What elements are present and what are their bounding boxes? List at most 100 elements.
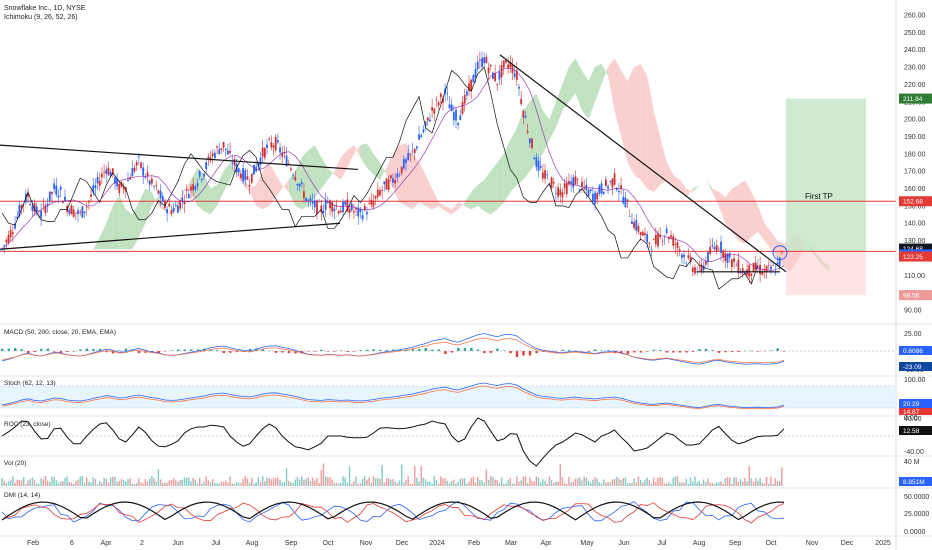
volume-bar [62, 481, 64, 486]
candle-body [383, 181, 386, 185]
candle-body [148, 180, 151, 185]
candle-body [218, 149, 221, 155]
volume-bar [409, 483, 412, 486]
candle-body [146, 172, 149, 177]
cloud-segment [451, 202, 459, 215]
macd-histogram-bar [144, 351, 147, 353]
vol-label: Vol (20) [4, 460, 26, 467]
volume-bar [544, 480, 546, 486]
candle-body [572, 177, 575, 188]
price-tag-label: 152.68 [903, 199, 923, 206]
candle-body [250, 173, 253, 183]
time-axis[interactable]: Feb 6 Apr 2 Jun Jul Aug Sep Oct Nov Dec 2024 Feb Mar A… [27, 540, 891, 547]
candle-body [211, 153, 214, 156]
candle-body [496, 83, 499, 86]
dmi-panel[interactable]: DMI (14, 14) 50.0000 25.0000 0.0000 [1, 492, 929, 536]
roc-panel[interactable]: ROC (23, close) 40.00 -40.00 12.58 [0, 416, 932, 467]
macd-panel[interactable]: MACD (50, 200, close, 20, EMA, EMA) 25.0… [0, 329, 932, 374]
time-tick-label: 2024 [429, 540, 445, 547]
macd-histogram-bar [580, 351, 584, 352]
volume-bar [666, 483, 668, 486]
candle-body [7, 234, 10, 243]
volume-bar [715, 482, 718, 486]
candle-body [159, 190, 162, 199]
volume-bar [611, 479, 614, 486]
volume-bar [25, 483, 27, 486]
volume-bar [637, 476, 640, 486]
volume-bar [700, 483, 703, 486]
candle-body [164, 200, 166, 209]
candle-body [166, 209, 168, 214]
candle-body [216, 146, 218, 148]
volume-panel[interactable]: Vol (20) 40 M 8.851M [1, 459, 932, 486]
position-zones[interactable] [0, 98, 896, 296]
stoch-panel[interactable]: Stoch (62, 12, 13) 100.00 0.00 20.29 14.… [0, 377, 932, 422]
macd-histogram-bar [229, 351, 232, 353]
candle-body [676, 242, 679, 249]
price-axis[interactable]: 260.00250.00240.00230.00220.00210.00200.… [904, 13, 926, 315]
candle-body [400, 166, 403, 174]
volume-bar [272, 477, 275, 486]
volume-bar [157, 469, 160, 486]
candle-body [174, 204, 177, 206]
volume-bar [381, 465, 383, 486]
cloud-segment [725, 188, 732, 232]
volume-bar [587, 480, 590, 486]
candle-body [776, 262, 779, 265]
candle-body [96, 177, 99, 184]
volume-bar [450, 480, 453, 486]
volume-bar [366, 479, 368, 486]
candle-body [227, 150, 229, 155]
cloud-segment [692, 185, 700, 192]
volume-bar [446, 480, 449, 486]
volume-bar [485, 469, 488, 486]
adx-line [1, 501, 785, 521]
volume-bar [644, 479, 646, 486]
volume-bar [453, 479, 455, 486]
cloud-segment [464, 192, 472, 210]
cloud-segment [568, 58, 576, 102]
macd-histogram-bar [633, 351, 636, 353]
cloud-segment [321, 157, 328, 189]
trendlines[interactable] [0, 54, 788, 273]
volume-bar [400, 464, 403, 486]
macd-histogram-bar [189, 349, 193, 351]
price-tick-label: 240.00 [904, 47, 926, 54]
volume-bar [307, 477, 309, 486]
macd-histogram-bar [105, 351, 108, 353]
volume-bar [483, 482, 485, 486]
volume-bar [351, 483, 353, 486]
time-tick-label: Jul [658, 540, 667, 547]
dmi-plus-line [1, 500, 785, 523]
candle-body [739, 272, 742, 274]
macd-histogram-bar [359, 350, 362, 351]
cloud-segment [621, 70, 628, 163]
macd-histogram-bar [170, 350, 173, 351]
candle-body [702, 265, 705, 271]
candle-body [72, 209, 75, 217]
volume-bar [209, 482, 212, 486]
candle-body [305, 198, 308, 202]
cloud-segment [445, 205, 452, 215]
candle-body [198, 170, 201, 177]
macd-histogram-bar [79, 349, 82, 351]
candle-body [61, 201, 64, 204]
volume-bar [570, 482, 572, 486]
macd-histogram-bar [691, 351, 695, 352]
cloud-segment [731, 185, 739, 241]
macd-histogram-bar [137, 351, 141, 354]
price-panel[interactable] [0, 0, 896, 320]
candle-body [46, 203, 49, 207]
volume-bar [414, 465, 416, 486]
volume-bar [168, 480, 170, 486]
volume-bar [629, 483, 631, 486]
volume-bar [181, 479, 183, 486]
volume-bar [433, 476, 435, 486]
volume-bar [201, 483, 203, 486]
volume-bar [112, 476, 114, 486]
volume-bar [776, 481, 779, 486]
macd-histogram-bar [711, 350, 714, 351]
candle-body [546, 174, 549, 176]
candle-body [98, 180, 101, 186]
